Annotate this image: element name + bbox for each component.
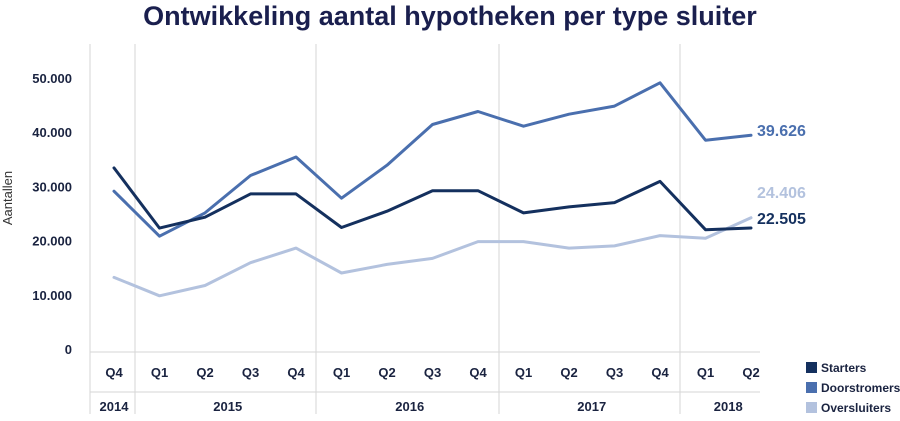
legend-swatch [806, 402, 817, 413]
y-tick-label: 40.000 [32, 125, 72, 140]
y-tick-label: 20.000 [32, 234, 72, 249]
x-tick-label: Q4 [287, 365, 305, 380]
x-tick-label: Q1 [151, 365, 168, 380]
x-tick-label: Q1 [333, 365, 350, 380]
legend: Starters Doorstromers Oversluiters [806, 361, 900, 415]
x-tick-label: Q1 [515, 365, 532, 380]
x-tick-label: Q1 [697, 365, 714, 380]
y-tick-label: 10.000 [32, 288, 72, 303]
x-tick-label: Q3 [424, 365, 441, 380]
x-tick-label: Q2 [196, 365, 213, 380]
series-lines [112, 81, 753, 298]
x-tick-label: Q4 [469, 365, 487, 380]
legend-label: Starters [821, 361, 867, 375]
y-tick-label: 30.000 [32, 179, 72, 194]
x-tick-label: Q2 [742, 365, 759, 380]
year-label: 2016 [395, 399, 424, 414]
legend-label: Oversluiters [821, 401, 891, 415]
x-tick-label: Q2 [378, 365, 395, 380]
legend-swatch [806, 362, 817, 373]
x-tick-label: Q4 [651, 365, 669, 380]
year-label: 2018 [714, 399, 743, 414]
x-tick-label: Q2 [560, 365, 577, 380]
y-tick-label: 50.000 [32, 71, 72, 86]
year-label: 2015 [213, 399, 242, 414]
x-axis: Q4 Q1 Q2 Q3 Q4 Q1 Q2 Q3 Q4 Q1 Q2 Q3 Q4 Q1 Q2 2014 2015 20… [89, 44, 760, 414]
end-label-oversluiters: 24.406 [757, 185, 806, 202]
year-label: 2014 [100, 399, 130, 414]
x-tick-label: Q3 [606, 365, 623, 380]
series-line-starters [112, 166, 753, 232]
year-label: 2017 [577, 399, 606, 414]
y-axis-ticks: 0 10.000 20.000 30.000 40.000 50.000 [32, 71, 72, 357]
y-axis-label: Aantallen [0, 171, 15, 225]
legend-swatch [806, 382, 817, 393]
end-label-doorstromers: 39.626 [757, 123, 806, 140]
x-tick-label: Q3 [242, 365, 259, 380]
x-tick-label: Q4 [105, 365, 123, 380]
chart-title: Ontwikkeling aantal hypotheken per type … [143, 1, 757, 31]
y-tick-label: 0 [65, 342, 72, 357]
end-labels: 22.505 39.626 24.406 [757, 123, 806, 228]
legend-label: Doorstromers [821, 381, 900, 395]
series-line-doorstromers [112, 81, 753, 238]
end-label-starters: 22.505 [757, 211, 806, 228]
series-line-oversluiters [112, 216, 753, 298]
